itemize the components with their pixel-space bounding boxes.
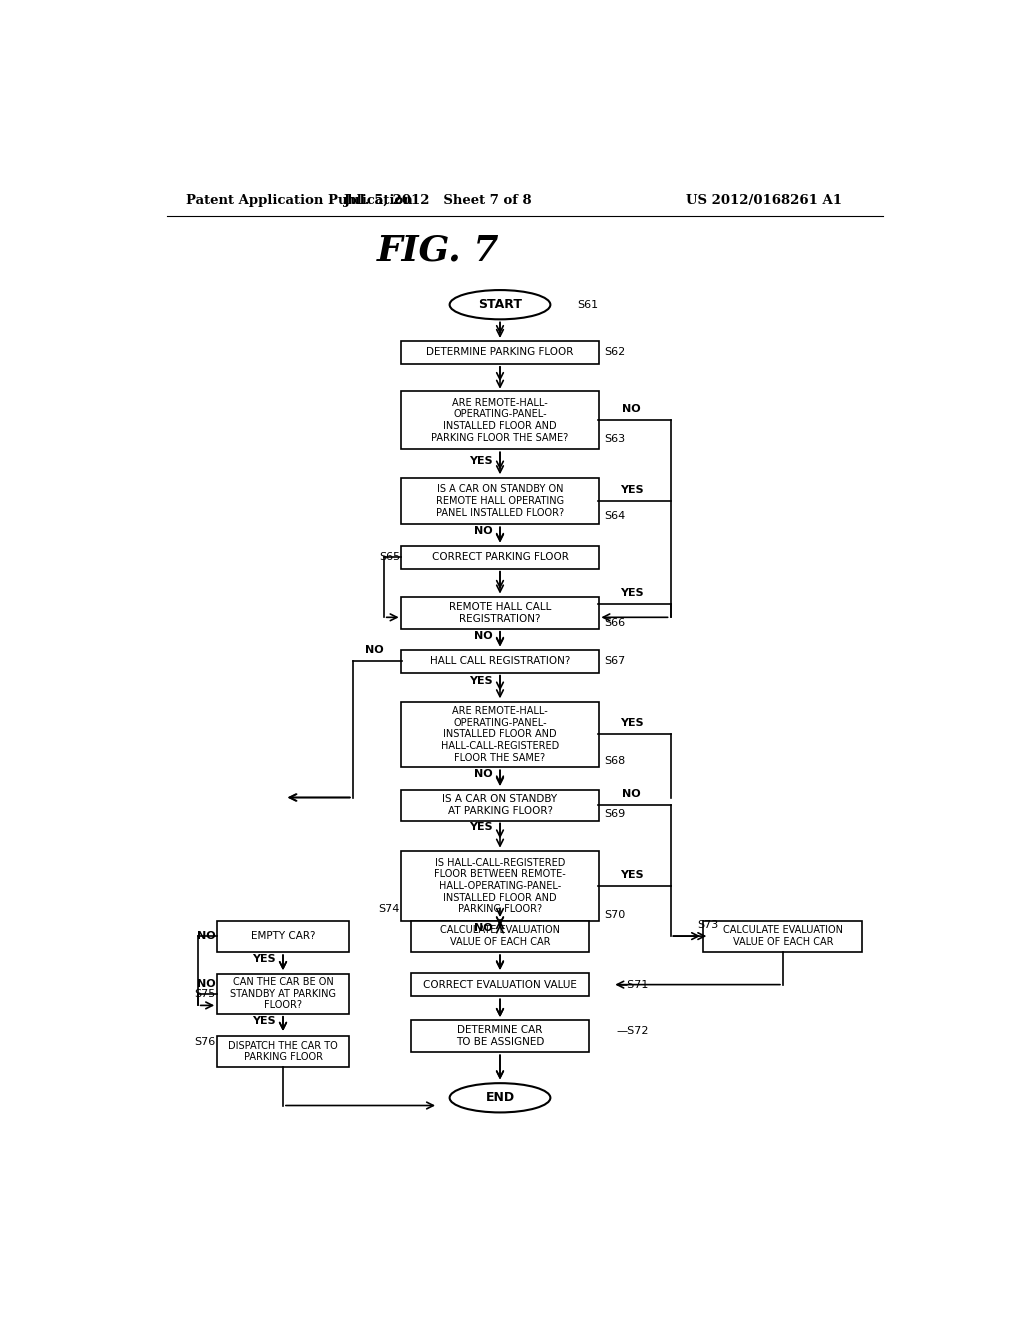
Text: Patent Application Publication: Patent Application Publication	[186, 194, 413, 207]
Text: S74: S74	[378, 904, 399, 915]
Text: NO: NO	[197, 931, 216, 941]
Text: ARE REMOTE-HALL-
OPERATING-PANEL-
INSTALLED FLOOR AND
PARKING FLOOR THE SAME?: ARE REMOTE-HALL- OPERATING-PANEL- INSTAL…	[431, 397, 568, 442]
Text: IS HALL-CALL-REGISTERED
FLOOR BETWEEN REMOTE-
HALL-OPERATING-PANEL-
INSTALLED FL: IS HALL-CALL-REGISTERED FLOOR BETWEEN RE…	[434, 858, 566, 915]
Text: NO: NO	[474, 923, 493, 933]
Text: S62: S62	[604, 347, 626, 358]
Bar	[401, 851, 599, 921]
Text: IS A CAR ON STANDBY ON
REMOTE HALL OPERATING
PANEL INSTALLED FLOOR?: IS A CAR ON STANDBY ON REMOTE HALL OPERA…	[436, 484, 564, 517]
Bar	[401, 478, 599, 524]
Text: CORRECT PARKING FLOOR: CORRECT PARKING FLOOR	[431, 552, 568, 562]
Text: CORRECT EVALUATION VALUE: CORRECT EVALUATION VALUE	[423, 979, 577, 990]
Text: EMPTY CAR?: EMPTY CAR?	[251, 931, 315, 941]
Text: Jul. 5, 2012   Sheet 7 of 8: Jul. 5, 2012 Sheet 7 of 8	[344, 194, 531, 207]
Bar	[703, 921, 862, 952]
Text: NO: NO	[474, 770, 493, 779]
Text: S67: S67	[604, 656, 626, 667]
Bar	[401, 341, 599, 364]
Bar	[401, 789, 599, 821]
Text: S70: S70	[604, 909, 626, 920]
Bar	[217, 1036, 349, 1067]
Bar	[401, 391, 599, 449]
Text: CALCULATE EVALUATION
VALUE OF EACH CAR: CALCULATE EVALUATION VALUE OF EACH CAR	[723, 925, 843, 946]
Text: YES: YES	[620, 870, 643, 880]
Text: FIG. 7: FIG. 7	[377, 234, 500, 268]
Text: YES: YES	[469, 676, 493, 686]
Text: START: START	[478, 298, 522, 312]
Text: YES: YES	[469, 822, 493, 832]
Text: IS A CAR ON STANDBY
AT PARKING FLOOR?: IS A CAR ON STANDBY AT PARKING FLOOR?	[442, 795, 557, 816]
Text: S75: S75	[195, 989, 216, 999]
Bar	[401, 545, 599, 569]
Text: YES: YES	[469, 457, 493, 466]
Text: ARE REMOTE-HALL-
OPERATING-PANEL-
INSTALLED FLOOR AND
HALL-CALL-REGISTERED
FLOOR: ARE REMOTE-HALL- OPERATING-PANEL- INSTAL…	[441, 706, 559, 763]
Text: DETERMINE CAR
TO BE ASSIGNED: DETERMINE CAR TO BE ASSIGNED	[456, 1026, 544, 1047]
Text: NO: NO	[197, 979, 216, 989]
Text: —S71: —S71	[616, 979, 648, 990]
Text: S66: S66	[604, 618, 626, 628]
Text: NO: NO	[366, 645, 384, 655]
Bar	[217, 921, 349, 952]
Text: NO: NO	[623, 789, 641, 799]
Text: NO: NO	[474, 527, 493, 536]
Text: END: END	[485, 1092, 515, 1105]
Bar	[411, 921, 589, 952]
Text: NO: NO	[474, 631, 493, 642]
Bar	[401, 702, 599, 767]
Text: YES: YES	[620, 718, 643, 729]
Text: REMOTE HALL CALL
REGISTRATION?: REMOTE HALL CALL REGISTRATION?	[449, 602, 551, 623]
Text: YES: YES	[620, 589, 643, 598]
Text: YES: YES	[252, 1016, 275, 1026]
Text: HALL CALL REGISTRATION?: HALL CALL REGISTRATION?	[430, 656, 570, 667]
Bar	[411, 973, 589, 997]
Text: DETERMINE PARKING FLOOR: DETERMINE PARKING FLOOR	[426, 347, 573, 358]
Text: CALCULATE EVALUATION
VALUE OF EACH CAR: CALCULATE EVALUATION VALUE OF EACH CAR	[440, 925, 560, 946]
Text: S73: S73	[697, 920, 719, 929]
Text: S65: S65	[380, 552, 400, 562]
Ellipse shape	[450, 290, 550, 319]
Text: S63: S63	[604, 434, 626, 445]
Text: S68: S68	[604, 755, 626, 766]
Bar	[401, 597, 599, 628]
Text: NO: NO	[623, 404, 641, 414]
Text: DISPATCH THE CAR TO
PARKING FLOOR: DISPATCH THE CAR TO PARKING FLOOR	[228, 1040, 338, 1063]
Bar	[217, 974, 349, 1014]
Text: S69: S69	[604, 809, 626, 820]
Text: S76: S76	[195, 1038, 216, 1047]
Text: US 2012/0168261 A1: US 2012/0168261 A1	[685, 194, 842, 207]
Text: YES: YES	[252, 954, 275, 964]
Bar	[401, 649, 599, 673]
Bar	[411, 1020, 589, 1052]
Text: S61: S61	[578, 300, 599, 310]
Text: —S72: —S72	[616, 1026, 649, 1036]
Text: S64: S64	[604, 511, 626, 521]
Text: CAN THE CAR BE ON
STANDBY AT PARKING
FLOOR?: CAN THE CAR BE ON STANDBY AT PARKING FLO…	[230, 977, 336, 1010]
Text: YES: YES	[620, 484, 643, 495]
Ellipse shape	[450, 1084, 550, 1113]
